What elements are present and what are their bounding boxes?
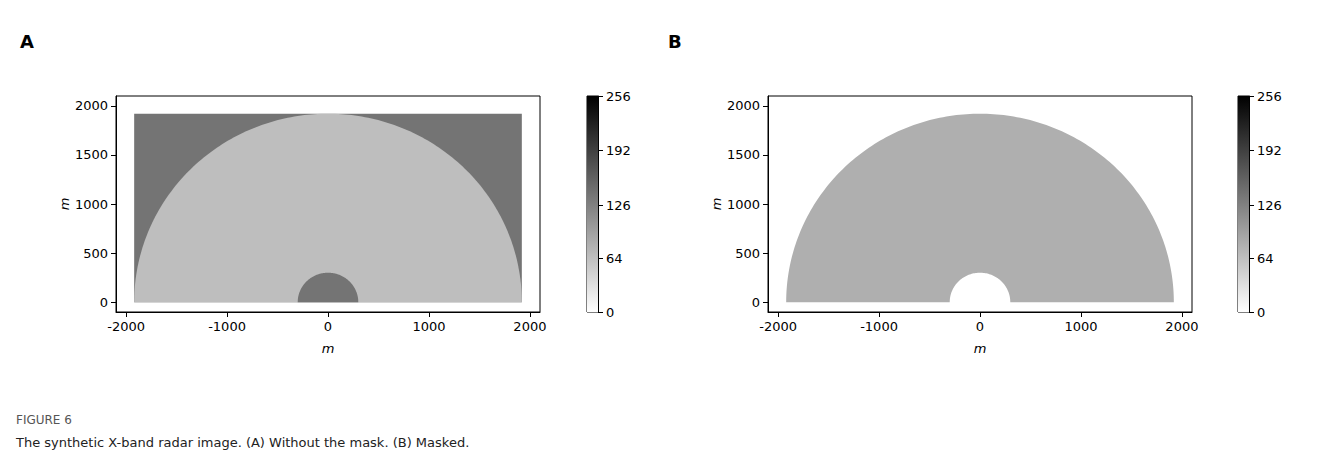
svg-text:0: 0	[606, 305, 614, 320]
svg-text:2000: 2000	[75, 98, 108, 113]
svg-text:192: 192	[1257, 143, 1282, 158]
svg-text:m: m	[57, 198, 72, 211]
svg-text:192: 192	[606, 143, 631, 158]
svg-text:0: 0	[752, 295, 760, 310]
svg-text:1000: 1000	[1064, 319, 1097, 334]
svg-text:1500: 1500	[75, 147, 108, 162]
svg-text:m: m	[974, 341, 987, 356]
svg-text:2000: 2000	[513, 319, 546, 334]
svg-text:-2000: -2000	[107, 319, 145, 334]
svg-text:0: 0	[976, 319, 984, 334]
svg-text:-1000: -1000	[860, 319, 898, 334]
svg-text:FIGURE 6: FIGURE 6	[16, 413, 72, 427]
svg-text:1000: 1000	[412, 319, 445, 334]
svg-text:0: 0	[1257, 305, 1265, 320]
svg-text:500: 500	[735, 246, 760, 261]
svg-text:The synthetic X-band radar ima: The synthetic X-band radar image. (A) Wi…	[15, 435, 469, 450]
svg-text:m: m	[709, 198, 724, 211]
svg-text:m: m	[322, 341, 335, 356]
svg-text:126: 126	[1257, 198, 1282, 213]
svg-text:256: 256	[1257, 89, 1282, 104]
svg-text:0: 0	[324, 319, 332, 334]
svg-text:1500: 1500	[727, 147, 760, 162]
svg-text:B: B	[668, 31, 682, 52]
svg-text:500: 500	[83, 246, 108, 261]
svg-text:1000: 1000	[727, 197, 760, 212]
svg-text:256: 256	[606, 89, 631, 104]
svg-text:-1000: -1000	[208, 319, 246, 334]
svg-text:-2000: -2000	[759, 319, 797, 334]
svg-text:0: 0	[100, 295, 108, 310]
svg-text:2000: 2000	[727, 98, 760, 113]
svg-text:1000: 1000	[75, 197, 108, 212]
svg-text:126: 126	[606, 198, 631, 213]
svg-text:64: 64	[606, 251, 623, 266]
svg-text:A: A	[20, 31, 34, 52]
svg-text:64: 64	[1257, 251, 1274, 266]
svg-text:2000: 2000	[1165, 319, 1198, 334]
